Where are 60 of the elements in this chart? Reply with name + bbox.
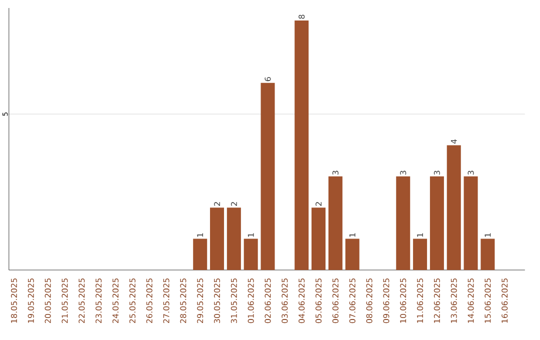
x-tick-label: 09.06.2025 <box>383 278 390 324</box>
x-tick-label: 31.05.2025 <box>230 278 237 323</box>
x-tick-label: 19.05.2025 <box>28 278 34 323</box>
bar <box>396 176 410 270</box>
data-label: 6 <box>264 77 271 82</box>
x-tick-label: 18.05.2025 <box>10 278 18 323</box>
x-tick-label: 21.05.2025 <box>62 278 68 324</box>
x-tick-label: 04.06.2025 <box>298 278 305 324</box>
x-tick-label: 23.05.2025 <box>96 278 102 324</box>
x-tick-label: 01.06.2025 <box>248 278 254 324</box>
x-tick-label: 02.06.2025 <box>264 278 271 324</box>
data-label: 3 <box>434 170 440 175</box>
x-tick-label: 22.05.2025 <box>78 278 85 324</box>
data-label: 3 <box>400 170 406 175</box>
bar <box>312 208 326 270</box>
data-label: 1 <box>417 233 423 237</box>
x-tick-label: 26.05.2025 <box>146 278 152 324</box>
bar <box>430 176 444 270</box>
x-tick-label: 11.06.2025 <box>417 278 424 323</box>
x-tick-label: 05.06.2025 <box>316 278 322 324</box>
x-tick-label: 30.05.2025 <box>214 278 220 323</box>
x-tick-label: 12.06.2025 <box>434 278 440 323</box>
bar <box>193 238 208 270</box>
x-tick-label: 03.06.2025 <box>282 278 288 324</box>
x-tick-label: 15.06.2025 <box>484 278 491 323</box>
bar <box>328 176 342 270</box>
data-label: 4 <box>450 139 457 144</box>
data-label: 2 <box>230 202 237 206</box>
x-tick-label: 06.06.2025 <box>332 278 338 324</box>
bar <box>294 20 309 270</box>
x-tick-label: 08.06.2025 <box>366 278 372 324</box>
bar <box>464 176 478 270</box>
x-tick-label: 10.06.2025 <box>400 278 406 323</box>
x-tick-label: 25.05.2025 <box>129 278 136 324</box>
x-tick-label: 28.05.2025 <box>180 278 186 324</box>
bar <box>446 145 461 270</box>
data-label: 1 <box>349 233 356 237</box>
data-label: 2 <box>214 202 220 206</box>
data-label: 8 <box>298 14 305 19</box>
bar <box>345 238 360 270</box>
bar <box>210 208 224 270</box>
x-tick-label: 16.06.2025 <box>502 278 508 323</box>
data-label: 1 <box>248 233 254 237</box>
data-label: 2 <box>316 202 322 206</box>
x-tick-label: 07.06.2025 <box>349 278 356 324</box>
x-tick-label: 13.06.2025 <box>450 278 457 323</box>
x-tick-label: 14.06.2025 <box>468 278 474 323</box>
data-label: 1 <box>484 233 491 237</box>
data-label: 3 <box>468 170 474 175</box>
bar <box>226 208 241 270</box>
x-tick-label: 27.05.2025 <box>163 278 170 324</box>
bar <box>413 238 428 270</box>
data-label: 1 <box>197 233 204 237</box>
bar <box>260 82 275 270</box>
data-label: 3 <box>332 170 338 175</box>
x-tick-label: 24.05.2025 <box>112 278 119 324</box>
bar <box>244 238 258 270</box>
bar <box>480 238 495 270</box>
x-tick-label: 20.05.2025 <box>44 278 51 324</box>
x-tick-label: 29.05.2025 <box>197 278 204 324</box>
